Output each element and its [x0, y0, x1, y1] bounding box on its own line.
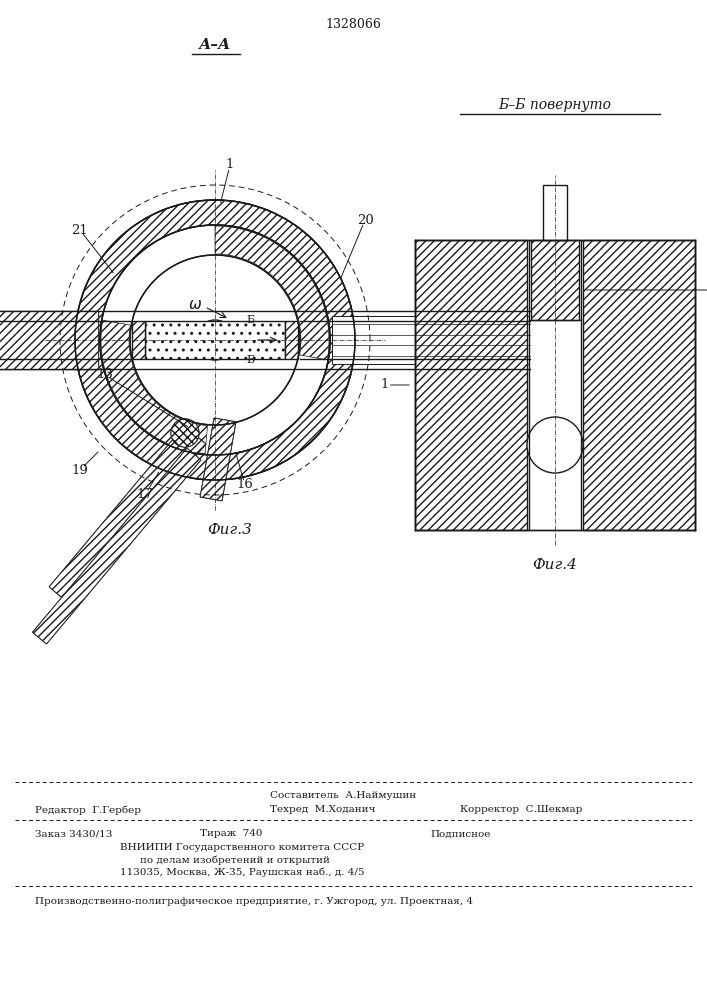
Circle shape [527, 417, 583, 473]
Bar [583, 240, 695, 530]
Text: 20: 20 [356, 214, 373, 227]
Text: ВНИИПИ Государственного комитета СССР: ВНИИПИ Государственного комитета СССР [120, 844, 364, 852]
Text: Корректор  С.Шекмар: Корректор С.Шекмар [460, 806, 583, 814]
Text: Подписное: Подписное [430, 830, 491, 838]
Bar [415, 240, 527, 530]
Text: 1328066: 1328066 [325, 18, 381, 31]
Wedge shape [215, 226, 329, 360]
Bar [0, 311, 98, 369]
Text: Б: Б [246, 355, 254, 365]
Text: Редактор  Г.Гербер: Редактор Г.Гербер [35, 805, 141, 815]
Bar [132, 321, 145, 359]
Text: А–А: А–А [199, 38, 231, 52]
Text: Производственно-полиграфическое предприятие, г. Ужгород, ул. Проектная, 4: Производственно-полиграфическое предприя… [35, 896, 473, 906]
Polygon shape [200, 418, 236, 501]
Polygon shape [49, 426, 206, 605]
Bar [529, 240, 581, 528]
Text: 16: 16 [237, 479, 253, 491]
Bar [145, 321, 285, 359]
Bar [285, 321, 298, 359]
Text: Фиг.4: Фиг.4 [532, 558, 578, 572]
Polygon shape [33, 448, 201, 644]
Text: 21: 21 [71, 224, 88, 236]
Text: Техред  М.Ходанич: Техред М.Ходанич [270, 806, 375, 814]
Text: 113035, Москва, Ж-35, Раушская наб., д. 4/5: 113035, Москва, Ж-35, Раушская наб., д. … [120, 867, 365, 877]
Circle shape [195, 320, 235, 360]
Text: Б: Б [246, 315, 254, 325]
Polygon shape [200, 418, 236, 501]
Text: 1: 1 [381, 378, 389, 391]
Circle shape [171, 419, 199, 447]
Text: Б–Б повернуто: Б–Б повернуто [498, 98, 612, 112]
Text: Заказ 3430/13: Заказ 3430/13 [35, 830, 112, 838]
Text: Тираж  740: Тираж 740 [200, 830, 262, 838]
Text: 19: 19 [71, 464, 88, 477]
Bar [332, 316, 530, 364]
Text: Составитель  А.Наймушин: Составитель А.Наймушин [270, 792, 416, 800]
Circle shape [171, 419, 199, 447]
Text: $\omega$: $\omega$ [188, 298, 202, 312]
Text: 13: 13 [97, 368, 113, 381]
Text: 17: 17 [136, 488, 153, 502]
Bar [0, 311, 98, 369]
Polygon shape [49, 426, 206, 605]
Wedge shape [101, 320, 208, 454]
Polygon shape [33, 448, 201, 644]
Text: 1: 1 [226, 158, 234, 172]
Bar [531, 240, 579, 320]
Text: Фиг.3: Фиг.3 [208, 523, 252, 537]
Text: по делам изобретений и открытий: по делам изобретений и открытий [140, 855, 330, 865]
Bar [543, 185, 567, 240]
